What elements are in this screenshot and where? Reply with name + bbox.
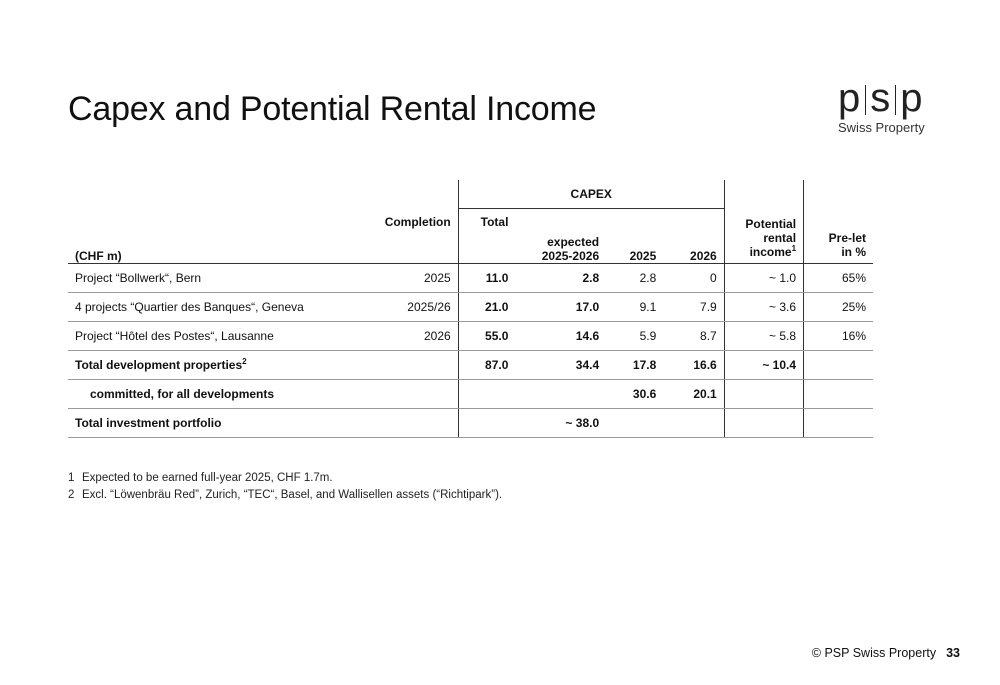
table-row: 4 projects “Quartier des Banques“, Genev… xyxy=(68,292,873,322)
page-title: Capex and Potential Rental Income xyxy=(68,90,597,128)
total-development-row: Total development properties2 87.0 34.4 … xyxy=(68,350,873,380)
prelet-cell: 16% xyxy=(803,321,873,351)
logo-letter: s xyxy=(870,76,892,120)
total-header: Total xyxy=(457,208,516,264)
year-2025-cell: 30.6 xyxy=(606,379,664,409)
total-cell: 55.0 xyxy=(457,321,516,351)
footnote: 1 Expected to be earned full-year 2025, C… xyxy=(68,472,333,484)
expected-header: expected 2025-2026 xyxy=(515,208,607,264)
total-investment-row: Total investment portfolio ~ 38.0 xyxy=(68,408,873,438)
logo-separator xyxy=(865,85,867,116)
logo-subtitle: Swiss Property xyxy=(838,120,925,135)
logo-letter: p xyxy=(838,76,862,120)
project-name: 4 projects “Quartier des Banques“, Genev… xyxy=(68,292,378,322)
completion-header: Completion xyxy=(377,208,459,264)
project-name: Project “Hôtel des Postes“, Lausanne xyxy=(68,321,378,351)
completion-cell: 2025 xyxy=(377,263,459,293)
page-footer: © PSP Swiss Property 33 xyxy=(812,646,960,660)
year-2026-cell: 8.7 xyxy=(663,321,725,351)
total-cell: 87.0 xyxy=(457,350,516,380)
capex-group-header: CAPEX xyxy=(457,180,725,209)
year-2025-cell: 17.8 xyxy=(606,350,664,380)
rental-income-header: Potential rental income1 xyxy=(723,180,804,264)
total-cell: 11.0 xyxy=(457,263,516,293)
prelet-cell: 65% xyxy=(803,263,873,293)
prelet-header: Pre-let in % xyxy=(803,180,873,264)
year-2026-cell: 20.1 xyxy=(663,379,725,409)
committed-row: committed, for all developments 30.6 20.… xyxy=(68,379,873,409)
year-2026-header: 2026 xyxy=(663,208,725,264)
completion-cell: 2025/26 xyxy=(377,292,459,322)
expected-cell: 17.0 xyxy=(515,292,607,322)
table-row: Project “Bollwerk“, Bern 2025 11.0 2.8 2… xyxy=(68,263,873,293)
expected-cell: 34.4 xyxy=(515,350,607,380)
year-2026-cell: 0 xyxy=(663,263,725,293)
year-2025-header: 2025 xyxy=(606,208,664,264)
prelet-cell: 25% xyxy=(803,292,873,322)
table-row: Project “Hôtel des Postes“, Lausanne 202… xyxy=(68,321,873,351)
row-label: committed, for all developments xyxy=(68,379,378,409)
logo-separator xyxy=(895,85,897,116)
year-2026-cell: 7.9 xyxy=(663,292,725,322)
expected-cell: 14.6 xyxy=(515,321,607,351)
footnotes: 1 Expected to be earned full-year 2025, C… xyxy=(68,472,502,506)
copyright: © PSP Swiss Property xyxy=(811,646,937,660)
rental-cell: ~ 3.6 xyxy=(723,292,804,322)
year-2025-cell: 5.9 xyxy=(606,321,664,351)
unit-header: (CHF m) xyxy=(68,208,378,264)
completion-cell: 2026 xyxy=(377,321,459,351)
rental-cell: ~ 5.8 xyxy=(723,321,804,351)
header-row-group: CAPEX Potential rental income1 Pre-let i… xyxy=(68,180,873,264)
project-name: Project “Bollwerk“, Bern xyxy=(68,263,378,293)
expected-cell: 2.8 xyxy=(515,263,607,293)
footnote: 2 Excl. “Löwenbräu Red”, Zurich, “TEC“, B… xyxy=(68,489,503,501)
header-row: (CHF m) Completion Total expected 2025-2… xyxy=(68,208,873,264)
year-2026-cell: 16.6 xyxy=(663,350,725,380)
rental-cell: ~ 10.4 xyxy=(723,350,804,380)
page-number: 33 xyxy=(946,646,960,660)
expected-cell: ~ 38.0 xyxy=(515,408,607,438)
row-label: Total development properties2 xyxy=(68,350,378,380)
year-2025-cell: 2.8 xyxy=(606,263,664,293)
logo-letter: p xyxy=(900,76,924,120)
capex-table: CAPEX Potential rental income1 Pre-let i… xyxy=(68,180,873,438)
row-label: Total investment portfolio xyxy=(68,408,378,438)
total-cell: 21.0 xyxy=(457,292,516,322)
rental-cell: ~ 1.0 xyxy=(723,263,804,293)
year-2025-cell: 9.1 xyxy=(606,292,664,322)
